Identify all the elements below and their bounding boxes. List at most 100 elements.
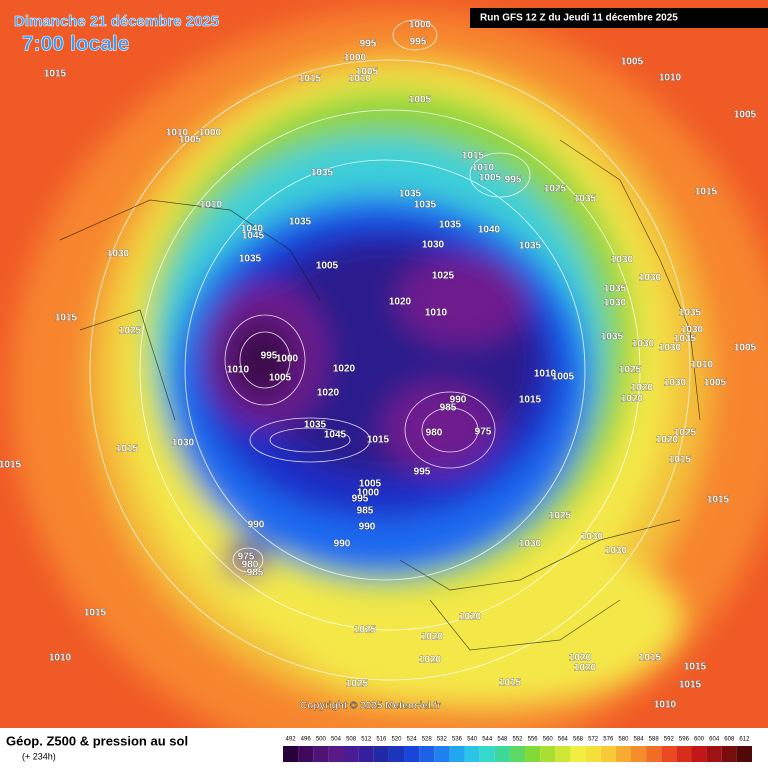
scale-swatch: [404, 746, 420, 762]
isobar-label: 1015: [0, 460, 22, 471]
isobar-label: 995: [505, 175, 522, 186]
scale-label: 596: [679, 737, 690, 743]
scale-swatch: [525, 746, 541, 762]
scale-swatch: [419, 746, 435, 762]
scale-label: 576: [603, 737, 614, 743]
isobar-label: 1005: [409, 95, 432, 106]
scale-swatch: [661, 746, 677, 762]
isobar-label: 1030: [107, 249, 130, 260]
isobar-label: 1000: [344, 53, 367, 64]
isobar-label: 1015: [462, 151, 485, 162]
footer-subtitle: (+ 234h): [22, 751, 56, 761]
scale-label: 508: [346, 737, 357, 743]
scale-label: 556: [528, 737, 539, 743]
scale-label: 536: [452, 737, 463, 743]
scale-swatch: [736, 746, 752, 762]
isobar-label: 1005: [179, 135, 202, 146]
scale-label: 528: [422, 737, 433, 743]
isobar-label: 1005: [704, 378, 727, 389]
isobar-label: 975: [475, 427, 492, 438]
scale-swatch: [388, 746, 405, 762]
isobar-label: 1035: [304, 420, 327, 431]
scale-label: 592: [664, 737, 675, 743]
scale-label: 496: [301, 737, 312, 743]
isobar-label: 1005: [269, 373, 292, 384]
scale-swatch: [358, 746, 374, 762]
isobar-label: 1035: [679, 308, 702, 319]
copyright: Copyright © 2025 Meteociel.fr: [300, 701, 441, 712]
scale-swatch: [479, 746, 495, 762]
isobar-label: 1030: [664, 378, 687, 389]
isobar-label: 1005: [734, 110, 757, 121]
isobar-label: 1005: [621, 57, 644, 68]
isobar-label: 1020: [389, 297, 412, 308]
isobar-label: 1020: [419, 655, 442, 666]
isobar-label: 1035: [604, 284, 627, 295]
isobar-label: 990: [359, 522, 376, 533]
scale-swatch: [570, 746, 586, 762]
isobar-label: 1025: [346, 679, 369, 690]
isobar-label: 990: [450, 395, 467, 406]
scale-label: 568: [573, 737, 584, 743]
scale-label: 580: [618, 737, 629, 743]
scale-label: 552: [512, 737, 523, 743]
scale-label: 560: [543, 737, 554, 743]
isobar-label: 1020: [421, 632, 444, 643]
scale-label: 544: [482, 737, 493, 743]
scale-label: 516: [376, 737, 387, 743]
run-box: [470, 8, 768, 28]
isobar-label: 1010: [200, 200, 223, 211]
scale-label: 504: [331, 737, 342, 743]
scale-swatch: [600, 746, 616, 762]
isobar-label: 1035: [574, 194, 597, 205]
scale-swatch: [630, 746, 647, 762]
scale-swatch: [706, 746, 722, 762]
isobar-label: 1000: [409, 20, 432, 31]
scale-label: 540: [467, 737, 478, 743]
scale-swatch: [464, 746, 480, 762]
isobar-label: 1035: [519, 241, 542, 252]
isobar-label: 1025: [354, 625, 377, 636]
isobar-label: 975: [238, 552, 255, 563]
isobar-label: 1035: [439, 220, 462, 231]
isobar-label: 1015: [367, 435, 390, 446]
date: Dimanche 21 décembre 2025: [14, 13, 219, 30]
isobar-label: 1030: [639, 273, 662, 284]
isobar-label: 1045: [242, 231, 265, 242]
isobar-label: 1010: [425, 308, 448, 319]
scale-swatch: [434, 746, 450, 762]
scale-swatch: [373, 746, 389, 762]
scale-label: 524: [407, 737, 418, 743]
scale-label: 608: [724, 737, 735, 743]
scale-swatch: [585, 746, 601, 762]
isobar-label: 1025: [619, 365, 642, 376]
isobar-label: 1010: [534, 369, 557, 380]
isobar-label: 1015: [669, 455, 692, 466]
isobar-label: 1015: [499, 678, 522, 689]
scale-label: 532: [437, 737, 448, 743]
isobar-label: 1030: [519, 539, 542, 550]
isobar-label: 1015: [299, 74, 322, 85]
isobar-label: 1035: [289, 217, 312, 228]
isobar-label: 1020: [656, 435, 679, 446]
isobar-label: 1030: [659, 343, 682, 354]
isobar-label: 1010: [349, 74, 372, 85]
isobar-label: 995: [414, 467, 431, 478]
isobar-label: 1005: [359, 479, 382, 490]
isobar-label: 1035: [674, 334, 697, 345]
isobar-label: 1035: [601, 332, 624, 343]
scale-swatch: [721, 746, 737, 762]
time: 7:00 locale: [22, 33, 129, 56]
scale-label: 500: [316, 737, 327, 743]
isobar-label: 1005: [356, 67, 379, 78]
isobar-label: 1030: [581, 532, 604, 543]
isobar-label: 1010: [227, 365, 250, 376]
isobar-label: 985: [440, 403, 457, 414]
isobar-label: 1010: [49, 653, 72, 664]
scale-swatch: [449, 746, 465, 762]
isobar-label: 1015: [116, 444, 139, 455]
isobar-label: 1030: [605, 546, 628, 557]
isobar-label: 1020: [574, 663, 597, 674]
isobar-label: 1025: [119, 326, 142, 337]
